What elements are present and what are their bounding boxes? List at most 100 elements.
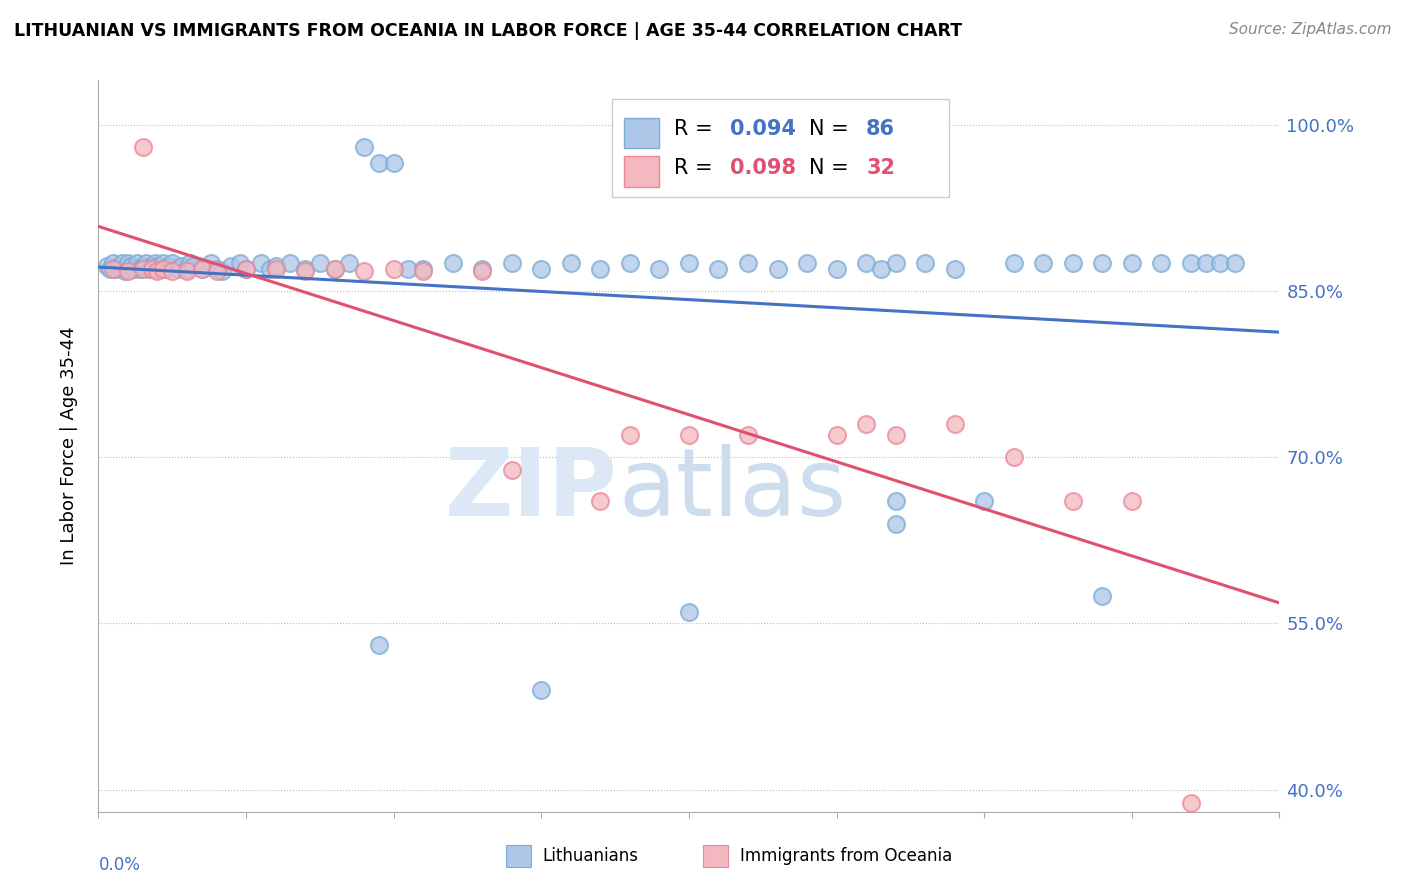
Point (259, 261, 281, 276)
Point (353, 264, 375, 278)
Point (191, 261, 214, 276)
Point (152, 261, 174, 276)
Point (117, 261, 139, 276)
Point (152, 256, 174, 270)
Point (111, 256, 134, 270)
Text: LITHUANIAN VS IMMIGRANTS FROM OCEANIA IN LABOR FORCE | AGE 35-44 CORRELATION CHA: LITHUANIAN VS IMMIGRANTS FROM OCEANIA IN… (14, 22, 962, 40)
Point (825, 261, 848, 276)
Point (619, 256, 641, 270)
Point (125, 256, 148, 270)
Point (114, 264, 136, 278)
Point (309, 256, 332, 270)
Point (221, 260, 243, 274)
Point (1091, 256, 1114, 270)
Point (108, 260, 131, 274)
Point (382, 261, 405, 276)
Point (766, 261, 789, 276)
Point (229, 256, 252, 270)
Y-axis label: In Labor Force | Age 35-44: In Labor Force | Age 35-44 (59, 326, 77, 566)
Text: 0.094: 0.094 (730, 120, 796, 139)
Point (323, 261, 346, 276)
Point (560, 256, 582, 270)
Point (205, 264, 228, 278)
Point (382, 156, 405, 170)
Point (162, 256, 183, 270)
Point (103, 261, 125, 276)
Point (884, 494, 907, 508)
Point (737, 256, 759, 270)
Text: atlas: atlas (619, 444, 846, 536)
Point (1121, 494, 1143, 508)
Point (707, 261, 730, 276)
Point (943, 417, 966, 431)
Point (117, 264, 139, 278)
Point (135, 256, 157, 270)
Point (855, 417, 877, 431)
Point (1062, 494, 1084, 508)
Point (943, 261, 966, 276)
Point (870, 261, 893, 276)
Point (149, 261, 172, 276)
Point (678, 605, 700, 619)
Point (323, 261, 346, 276)
Point (884, 256, 907, 270)
Point (412, 261, 434, 276)
Point (128, 261, 150, 276)
Point (96, 260, 118, 274)
Point (141, 260, 163, 274)
Point (855, 256, 877, 270)
Point (530, 682, 553, 697)
Point (155, 261, 177, 276)
Text: 32: 32 (866, 158, 896, 178)
Point (1180, 256, 1202, 270)
Point (412, 264, 434, 278)
Point (132, 261, 155, 276)
Point (146, 264, 169, 278)
Point (471, 261, 494, 276)
Point (103, 256, 125, 270)
FancyBboxPatch shape (612, 99, 949, 197)
FancyBboxPatch shape (624, 118, 659, 148)
Point (211, 264, 233, 278)
Point (146, 261, 169, 276)
Point (530, 261, 553, 276)
Point (1091, 589, 1114, 603)
FancyBboxPatch shape (624, 156, 659, 187)
Point (181, 260, 204, 274)
Point (825, 428, 848, 442)
Point (105, 261, 128, 276)
Text: N =: N = (810, 158, 856, 178)
Text: 86: 86 (866, 120, 896, 139)
Text: Source: ZipAtlas.com: Source: ZipAtlas.com (1229, 22, 1392, 37)
Point (884, 516, 907, 531)
Point (1225, 256, 1247, 270)
Point (619, 428, 641, 442)
Point (678, 428, 700, 442)
Point (368, 156, 391, 170)
Point (884, 428, 907, 442)
Point (1150, 256, 1173, 270)
Point (138, 261, 160, 276)
Point (157, 260, 180, 274)
Point (235, 261, 257, 276)
Point (501, 463, 523, 477)
Text: Immigrants from Oceania: Immigrants from Oceania (740, 847, 952, 865)
Point (973, 494, 995, 508)
Point (167, 261, 190, 276)
Point (264, 261, 287, 276)
Point (471, 264, 494, 278)
Point (250, 256, 273, 270)
Point (200, 256, 222, 270)
Point (294, 261, 316, 276)
Point (117, 256, 139, 270)
Point (179, 256, 201, 270)
Text: R =: R = (673, 120, 718, 139)
Point (796, 256, 818, 270)
Text: 0.0%: 0.0% (98, 855, 141, 873)
Point (914, 256, 936, 270)
Point (368, 639, 391, 653)
Point (1032, 256, 1054, 270)
Point (146, 260, 169, 274)
Point (294, 264, 316, 278)
Point (191, 261, 214, 276)
